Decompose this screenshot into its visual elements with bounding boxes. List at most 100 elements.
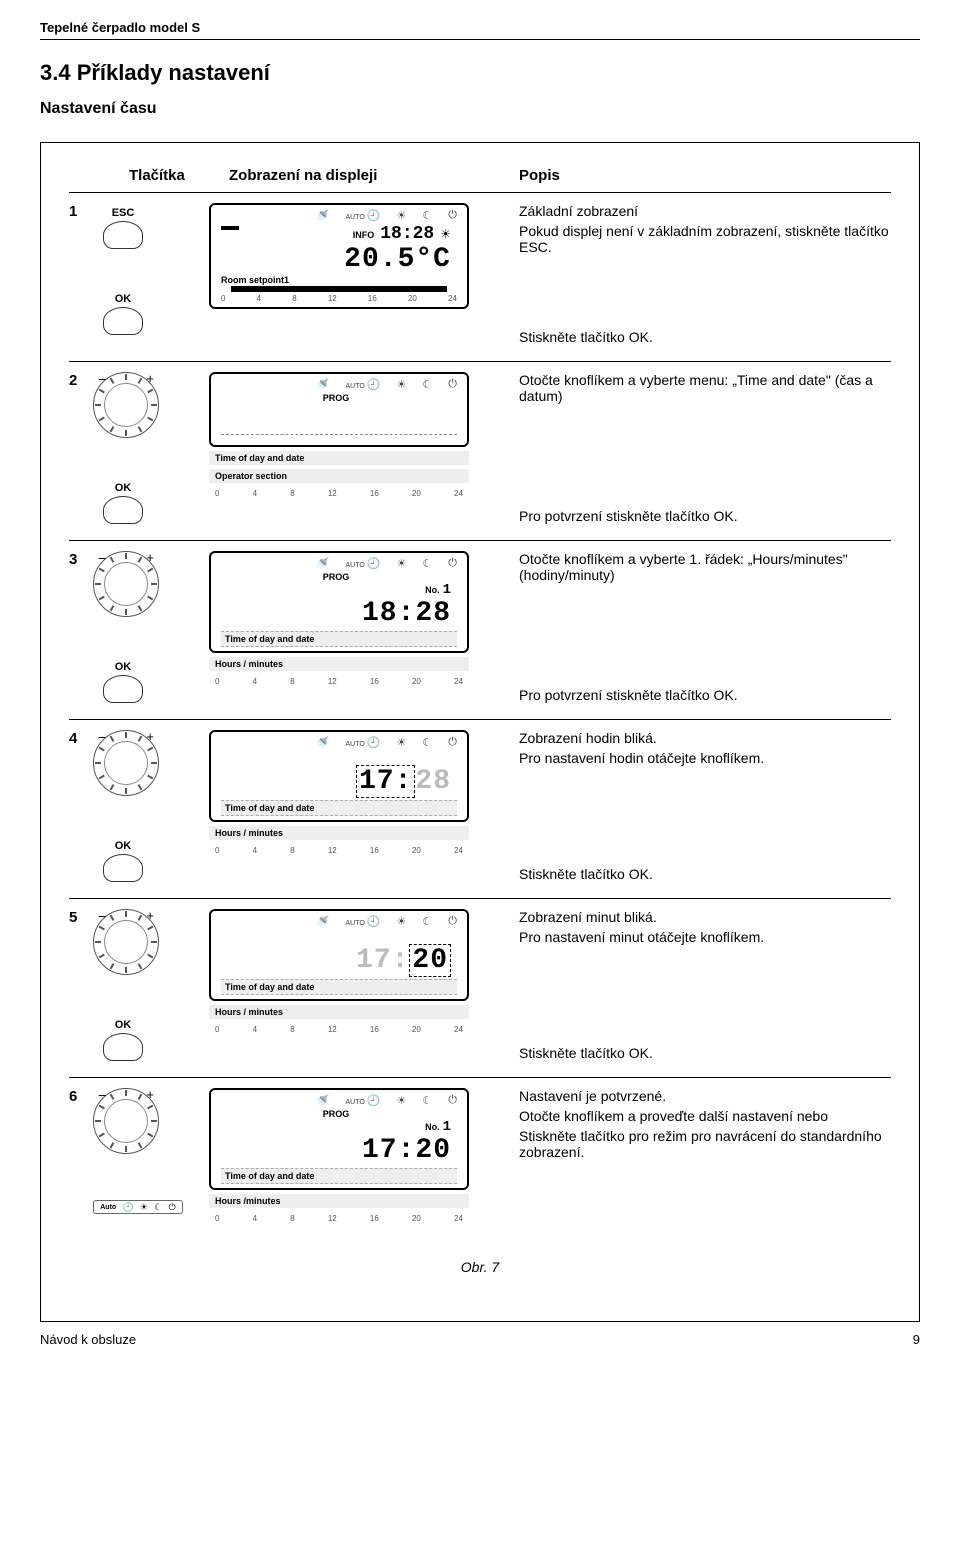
mode-button-strip[interactable]: Auto 🕘 ☀ ☾ ⏻ xyxy=(93,1200,183,1214)
col-header-display: Zobrazení na displeji xyxy=(209,167,519,184)
ok-button[interactable]: OK xyxy=(93,293,153,335)
step-display: 🚿 AUTO🕘 ☀ ☾ ⏻ PROG Time of day and date … xyxy=(209,372,519,524)
lcd-band-bottom: Hours / minutes xyxy=(209,657,469,671)
rotary-knob[interactable] xyxy=(93,730,159,796)
desc-line: Stiskněte tlačítko OK. xyxy=(519,866,891,882)
no-label: No. xyxy=(425,585,440,595)
lcd-display: 🚿 AUTO🕘 ☀ ☾ ⏻ 17:28 Time of day and date xyxy=(209,730,469,822)
tap-icon: 🚿 xyxy=(316,378,330,391)
step-display: 🚿 AUTO🕘 ☀ ☾ ⏻ 17:28 Time of day and date… xyxy=(209,730,519,882)
lcd-timeline: 04812162024 xyxy=(209,489,469,498)
step-row: 5 OK 🚿 AUTO🕘 ☀ ☾ ⏻ 17:20 Time of day and… xyxy=(69,898,891,1077)
power-icon: ⏻ xyxy=(448,915,457,928)
lcd-band-top: Time of day and date xyxy=(221,979,457,995)
step-description: Otočte knoflíkem a vyberte 1. řádek: „Ho… xyxy=(519,551,891,703)
lcd-menu-line1: Time of day and date xyxy=(209,451,469,465)
step-number: 4 xyxy=(69,730,93,882)
rotary-knob[interactable] xyxy=(93,551,159,617)
rotary-knob[interactable] xyxy=(93,372,159,438)
step-number: 5 xyxy=(69,909,93,1061)
step-display: 🚿 AUTO🕘 ☀ ☾ ⏻ INFO 18:28 ☀ 20.5°C Room s… xyxy=(209,203,519,345)
step-number: 6 xyxy=(69,1088,93,1223)
tap-icon: 🚿 xyxy=(316,1094,330,1107)
footer-right: 9 xyxy=(913,1332,920,1347)
lcd-timeline: 04812162024 xyxy=(209,1025,469,1034)
prog-label: PROG xyxy=(323,1109,350,1119)
step-buttons: Auto 🕘 ☀ ☾ ⏻ xyxy=(93,1088,209,1223)
moon-icon: ☾ xyxy=(422,557,432,570)
col-header-buttons: Tlačítka xyxy=(69,167,209,184)
power-icon: ⏻ xyxy=(448,557,457,570)
sun-icon: ☀ xyxy=(397,378,407,391)
auto-clock-icon: AUTO🕘 xyxy=(346,209,381,222)
tap-icon: 🚿 xyxy=(316,736,330,749)
power-icon: ⏻ xyxy=(448,736,457,749)
step-description: Základní zobrazeníPokud displej není v z… xyxy=(519,203,891,345)
lcd-iconrow: 🚿 AUTO🕘 ☀ ☾ ⏻ xyxy=(217,378,461,391)
lcd-band-bottom: Hours /minutes xyxy=(209,1194,469,1208)
footer-left: Návod k obsluze xyxy=(40,1332,136,1347)
ok-button[interactable]: OK xyxy=(93,840,153,882)
desc-line: Pro potvrzení stiskněte tlačítko OK. xyxy=(519,687,891,703)
ok-button[interactable]: OK xyxy=(93,482,153,524)
step-row: 3 OK 🚿 AUTO🕘 ☀ ☾ ⏻ PROG No. 1 18:28 Time… xyxy=(69,540,891,719)
step-display: 🚿 AUTO🕘 ☀ ☾ ⏻ 17:20 Time of day and date… xyxy=(209,909,519,1061)
desc-line: Pro nastavení hodin otáčejte knoflíkem. xyxy=(519,750,891,766)
lcd-edit-value: 17:20 xyxy=(356,944,451,977)
no-value: 1 xyxy=(443,1119,451,1135)
desc-line: Nastavení je potvrzené. xyxy=(519,1088,891,1104)
rotary-knob[interactable] xyxy=(93,909,159,975)
ok-button[interactable]: OK xyxy=(93,661,153,703)
step-description: Nastavení je potvrzené.Otočte knoflíkem … xyxy=(519,1088,891,1223)
step-buttons: OK xyxy=(93,730,209,882)
step-buttons: OK xyxy=(93,372,209,524)
step-number: 3 xyxy=(69,551,93,703)
lcd-minutes-blink: 20 xyxy=(409,944,451,977)
lcd-display: 🚿 AUTO🕘 ☀ ☾ ⏻ 17:20 Time of day and date xyxy=(209,909,469,1001)
instruction-frame: Tlačítka Zobrazení na displeji Popis 1 E… xyxy=(40,142,920,1322)
page-footer: Návod k obsluze 9 xyxy=(40,1332,920,1347)
step-buttons: OK xyxy=(93,551,209,703)
tap-icon: 🚿 xyxy=(316,557,330,570)
lcd-menu-line2: Operator section xyxy=(209,469,469,483)
step-number: 1 xyxy=(69,203,93,345)
moon-icon: ☾ xyxy=(422,736,432,749)
power-icon: ⏻ xyxy=(448,209,457,222)
sun-icon: ☀ xyxy=(397,1094,407,1107)
step-description: Zobrazení minut bliká.Pro nastavení minu… xyxy=(519,909,891,1061)
step-buttons: OK xyxy=(93,909,209,1061)
power-icon: ⏻ xyxy=(448,1094,457,1107)
info-label: INFO xyxy=(353,230,375,240)
step-buttons: ESC OK xyxy=(93,203,209,345)
moon-icon: ☾ xyxy=(422,209,432,222)
prog-label: PROG xyxy=(323,572,350,582)
desc-line: Zobrazení minut bliká. xyxy=(519,909,891,925)
desc-line: Pokud displej není v základním zobrazení… xyxy=(519,223,891,255)
step-number: 2 xyxy=(69,372,93,524)
no-label: No. xyxy=(425,1122,440,1132)
section-title: 3.4 Příklady nastavení xyxy=(40,60,920,86)
sun-icon: ☀ xyxy=(440,227,451,241)
sun-icon: ☀ xyxy=(397,209,407,222)
lcd-display: 🚿 AUTO🕘 ☀ ☾ ⏻ PROG No. 1 18:28 Time of d… xyxy=(209,551,469,653)
rotary-knob[interactable] xyxy=(93,1088,159,1154)
sun-icon: ☀ xyxy=(397,915,407,928)
lcd-band-top: Time of day and date xyxy=(221,631,457,647)
esc-button[interactable]: ESC xyxy=(93,207,153,249)
lcd-room-label: Room setpoint1 xyxy=(221,275,289,285)
sun-icon: ☀ xyxy=(397,557,407,570)
lcd-iconrow: 🚿 AUTO🕘 ☀ ☾ ⏻ xyxy=(217,557,461,570)
lcd-band-bottom: Hours / minutes xyxy=(209,826,469,840)
desc-line: Stiskněte tlačítko OK. xyxy=(519,1045,891,1061)
lcd-display: 🚿 AUTO🕘 ☀ ☾ ⏻ PROG xyxy=(209,372,469,447)
lcd-timeline: 04812162024 xyxy=(209,677,469,686)
subsection-title: Nastavení času xyxy=(40,100,920,118)
power-icon: ⏻ xyxy=(448,378,457,391)
lcd-hours-blink: 17: xyxy=(356,765,415,798)
lcd-band-bottom: Hours / minutes xyxy=(209,1005,469,1019)
lcd-edit-value: 17:28 xyxy=(356,765,451,798)
lcd-iconrow: 🚿 AUTO🕘 ☀ ☾ ⏻ xyxy=(217,915,461,928)
lcd-band-top: Time of day and date xyxy=(221,800,457,816)
lcd-display: 🚿 AUTO🕘 ☀ ☾ ⏻ PROG No. 1 17:20 Time of d… xyxy=(209,1088,469,1190)
ok-button[interactable]: OK xyxy=(93,1019,153,1061)
